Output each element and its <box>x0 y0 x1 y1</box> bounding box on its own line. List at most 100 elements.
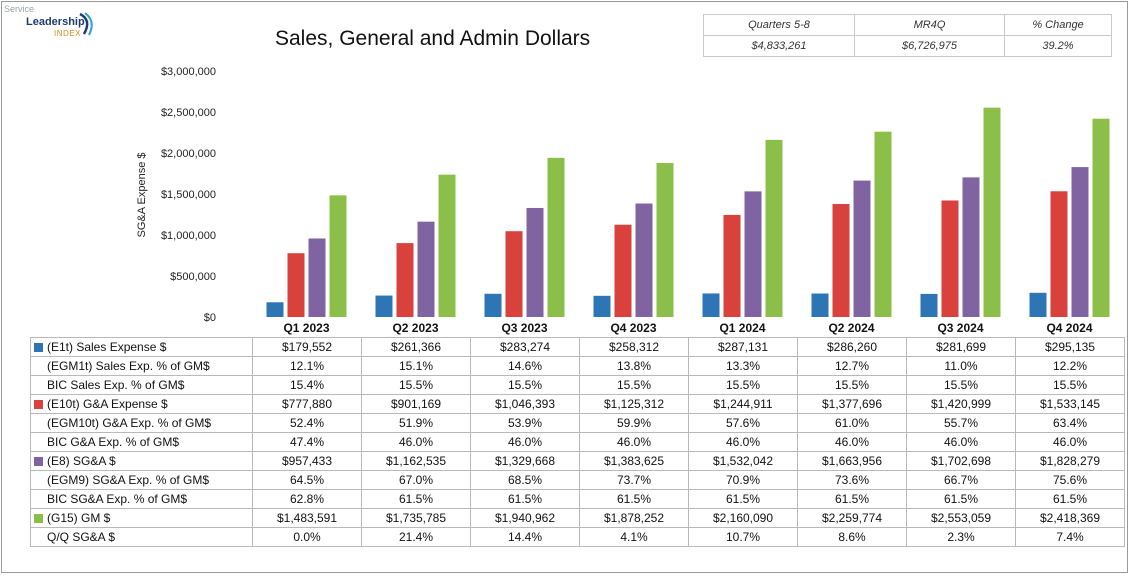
table-row: (EGM10t) G&A Exp. % of GM$ 52.4% 51.9% 53.9… <box>30 413 1125 433</box>
row-label-text: (E1t) Sales Expense $ <box>47 340 167 354</box>
table-cell: 46.0% <box>688 432 798 452</box>
table-cell: 13.8% <box>579 356 689 376</box>
table-cell: 63.4% <box>1015 413 1125 433</box>
row-label: (EGM1t) Sales Exp. % of GM$ <box>30 356 253 376</box>
bar-series-1-q1-2023 <box>287 253 305 317</box>
table-row: (E1t) Sales Expense $ $179,552 $261,366 $28… <box>30 337 1125 357</box>
row-label-text: (E10t) G&A Expense $ <box>47 397 168 411</box>
table-cell: $901,169 <box>361 394 471 414</box>
y-tick-label: $500,000 <box>170 271 216 283</box>
table-cell: 73.6% <box>797 470 907 490</box>
table-cell: 51.9% <box>361 413 471 433</box>
bar-series-0-q2-2023 <box>375 295 393 317</box>
bar-series-2-q4-2023 <box>635 203 653 317</box>
bar-series-0-q1-2024 <box>702 293 720 317</box>
table-cell: $1,533,145 <box>1015 394 1125 414</box>
row-label: Q/Q SG&A $ <box>30 527 253 547</box>
table-cell: 61.5% <box>361 489 471 509</box>
legend-swatch-icon <box>34 400 43 409</box>
table-cell: $1,046,393 <box>470 394 580 414</box>
table-row: BIC Sales Exp. % of GM$ 15.4% 15.5% 15.5% 15… <box>30 375 1125 395</box>
table-cell: 52.4% <box>252 413 362 433</box>
table-cell: $2,553,059 <box>906 508 1016 528</box>
summary-stats-table: Quarters 5-8 MR4Q % Change $4,833,261 $6… <box>703 14 1112 57</box>
logo-line-1: Service <box>4 4 35 14</box>
bar-series-0-q4-2024 <box>1029 292 1047 317</box>
row-label-text: BIC Sales Exp. % of GM$ <box>47 378 185 392</box>
table-cell: 12.7% <box>797 356 907 376</box>
row-label: (E8) SG&A $ <box>30 451 253 471</box>
table-cell: 15.5% <box>579 375 689 395</box>
table-cell: 15.5% <box>797 375 907 395</box>
y-tick-label: $3,000,000 <box>161 66 216 78</box>
table-row: BIC G&A Exp. % of GM$ 47.4% 46.0% 46.0% 46.0… <box>30 432 1125 452</box>
table-cell: 55.7% <box>906 413 1016 433</box>
bar-series-2-q1-2024 <box>744 191 762 317</box>
logo-line-2: Leadership <box>26 16 85 28</box>
row-label-text: (EGM9) SG&A Exp. % of GM$ <box>47 473 210 487</box>
table-cell: $957,433 <box>252 451 362 471</box>
table-cell: 61.0% <box>797 413 907 433</box>
y-tick-label: $2,500,000 <box>161 107 216 119</box>
table-cell: 59.9% <box>579 413 689 433</box>
table-cell: 14.4% <box>470 527 580 547</box>
table-cell: $179,552 <box>252 337 362 357</box>
table-cell: 15.5% <box>688 375 798 395</box>
table-cell: 61.5% <box>470 489 580 509</box>
row-label-text: (EGM1t) Sales Exp. % of GM$ <box>47 359 210 373</box>
table-cell: 46.0% <box>470 432 580 452</box>
table-cell: 15.1% <box>361 356 471 376</box>
table-cell: 70.9% <box>688 470 798 490</box>
table-row: (EGM9) SG&A Exp. % of GM$ 64.5% 67.0% 68.5%… <box>30 470 1125 490</box>
bar-series-1-q2-2023 <box>396 243 414 317</box>
table-cell: 67.0% <box>361 470 471 490</box>
table-cell: 15.5% <box>906 375 1016 395</box>
table-cell: $1,878,252 <box>579 508 689 528</box>
table-cell: 73.7% <box>579 470 689 490</box>
bar-series-2-q3-2023 <box>526 207 544 317</box>
bar-series-3-q4-2023 <box>656 162 674 317</box>
table-cell: 53.9% <box>470 413 580 433</box>
row-label: (G15) GM $ <box>30 508 253 528</box>
table-cell: 46.0% <box>579 432 689 452</box>
row-label: BIC SG&A Exp. % of GM$ <box>30 489 253 509</box>
table-cell: $287,131 <box>688 337 798 357</box>
table-cell: 64.5% <box>252 470 362 490</box>
table-cell: $1,828,279 <box>1015 451 1125 471</box>
bar-series-3-q2-2024 <box>874 131 892 317</box>
bar-series-0-q1-2023 <box>266 302 284 317</box>
table-cell: 15.5% <box>1015 375 1125 395</box>
table-cell: $1,663,956 <box>797 451 907 471</box>
bar-series-0-q3-2023 <box>484 293 502 317</box>
table-cell: $1,483,591 <box>252 508 362 528</box>
bar-series-2-q2-2023 <box>417 221 435 317</box>
table-row: Q/Q SG&A $ 0.0% 21.4% 14.4% 4.1% 10.7% 8.6% 2.3… <box>30 527 1125 547</box>
table-cell: $286,260 <box>797 337 907 357</box>
x-category-label: Q3 2024 <box>937 321 983 335</box>
bar-series-3-q4-2024 <box>1092 118 1110 317</box>
table-cell: $1,420,999 <box>906 394 1016 414</box>
table-cell: 10.7% <box>688 527 798 547</box>
table-cell: $1,383,625 <box>579 451 689 471</box>
x-category-label: Q1 2024 <box>719 321 765 335</box>
table-cell: 68.5% <box>470 470 580 490</box>
bar-series-2-q1-2023 <box>308 238 326 317</box>
table-cell: 4.1% <box>579 527 689 547</box>
x-category-label: Q3 2023 <box>501 321 547 335</box>
bar-series-2-q2-2024 <box>853 180 871 317</box>
bar-series-3-q2-2023 <box>438 174 456 317</box>
data-table: (E1t) Sales Expense $ $179,552 $261,366 $28… <box>30 337 1125 547</box>
table-cell: $258,312 <box>579 337 689 357</box>
table-cell: 61.5% <box>1015 489 1125 509</box>
row-label: (E10t) G&A Expense $ <box>30 394 253 414</box>
row-label-text: (EGM10t) G&A Exp. % of GM$ <box>47 416 212 430</box>
row-label: (EGM9) SG&A Exp. % of GM$ <box>30 470 253 490</box>
stats-header-quarters: Quarters 5-8 <box>703 14 855 36</box>
table-cell: 21.4% <box>361 527 471 547</box>
row-label-text: Q/Q SG&A $ <box>47 530 116 544</box>
table-cell: 66.7% <box>906 470 1016 490</box>
table-cell: $2,259,774 <box>797 508 907 528</box>
table-cell: $2,418,369 <box>1015 508 1125 528</box>
row-label-text: (G15) GM $ <box>47 511 111 525</box>
